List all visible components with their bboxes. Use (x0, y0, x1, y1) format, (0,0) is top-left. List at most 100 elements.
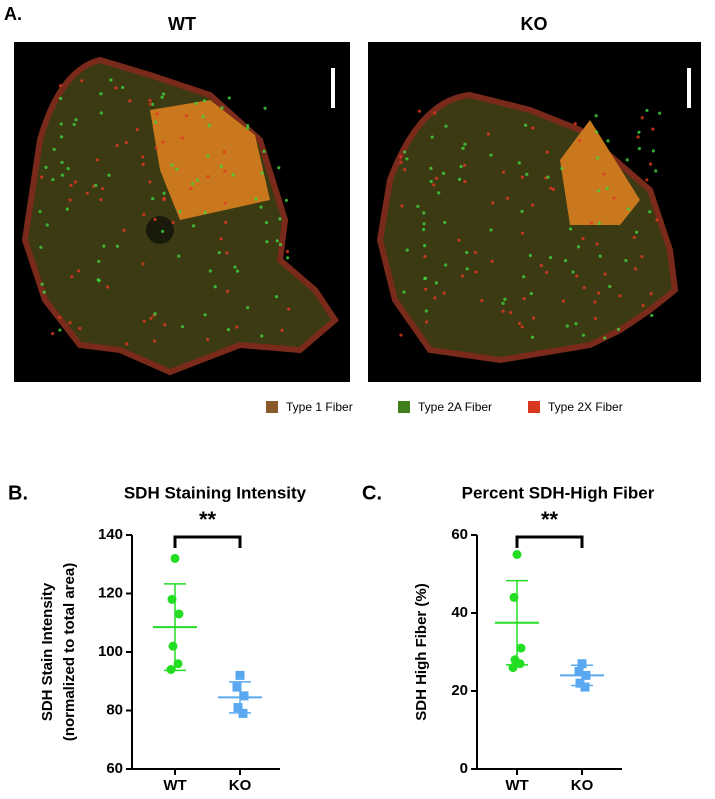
fiber-dot (457, 177, 462, 181)
fiber-dot (605, 186, 609, 191)
fiber-dot (416, 204, 420, 208)
fiber-dot (421, 227, 426, 232)
fiber-dot (423, 254, 427, 259)
fiber-dot (443, 220, 447, 225)
fiber-dot (581, 333, 586, 337)
fiber-dot (593, 316, 598, 321)
fiber-dot (460, 274, 465, 278)
fiber-dot (444, 124, 448, 128)
chart-title: SDH Staining Intensity (124, 483, 307, 502)
fiber-dot (616, 327, 621, 331)
fiber-dot (655, 218, 659, 222)
fiber-dot (128, 99, 132, 103)
fiber-dot (207, 123, 211, 128)
fiber-dot (501, 170, 506, 174)
fiber-dot (576, 245, 581, 249)
fiber-dot (51, 178, 55, 182)
fiber-dot (180, 136, 184, 140)
fiber-dot (424, 287, 428, 291)
fiber-dot (274, 295, 279, 299)
fiber-dot (637, 146, 641, 151)
significance-bracket (515, 535, 584, 548)
fiber-dot (280, 328, 284, 332)
fiber-dot (68, 321, 72, 325)
fiber-dot (153, 217, 157, 222)
fiber-dot (544, 270, 549, 274)
fiber-dot (260, 334, 264, 338)
fiber-dot (539, 263, 543, 268)
fiber-dot (578, 139, 582, 143)
fiber-dot (96, 278, 100, 282)
fiber-dot (490, 259, 494, 263)
fiber-dot (59, 96, 63, 101)
fiber-dot (422, 222, 426, 226)
fiber-dot (517, 321, 522, 326)
fiber-dot (44, 165, 48, 169)
fiber-dot (654, 169, 658, 173)
fiber-dot (153, 339, 157, 343)
data-point (575, 678, 585, 688)
fiber-dot (125, 342, 129, 346)
fiber-dot (649, 292, 653, 296)
y-tick-label: 20 (451, 682, 468, 699)
fiber-dot (58, 328, 62, 332)
fiber-dot (135, 128, 139, 132)
fiber-dot (641, 303, 645, 308)
fiber-dot (399, 160, 403, 164)
fiber-dot (530, 335, 535, 339)
fiber-dot (608, 284, 612, 289)
fiber-dot (560, 166, 564, 171)
fiber-dot (219, 237, 223, 241)
fiber-dot (624, 258, 628, 263)
data-point (166, 665, 176, 675)
fiber-dot (636, 135, 640, 139)
data-point (580, 682, 590, 692)
fiber-dot (520, 325, 524, 329)
fiber-dot (227, 96, 231, 100)
fiber-dot (202, 99, 206, 103)
fiber-dot (196, 178, 200, 182)
fiber-dot (509, 311, 513, 315)
fiber-dot (517, 161, 521, 165)
fiber-dot (417, 109, 421, 113)
fiber-dot (201, 115, 205, 119)
fiber-dot (99, 198, 103, 202)
fiber-dot (525, 172, 529, 176)
legend-swatch (528, 401, 540, 413)
fiber-dot (153, 312, 157, 316)
fiber-dot (80, 79, 84, 83)
fiber-dot (626, 207, 631, 211)
fiber-dot (506, 196, 510, 200)
fiber-dot (40, 175, 44, 179)
fiber-dot (480, 299, 484, 303)
fiber-dot (226, 328, 231, 332)
data-point (574, 667, 584, 676)
fiber-dot (596, 189, 601, 193)
image-title: KO (521, 14, 548, 34)
fiber-dot (171, 220, 175, 225)
fiber-dot (260, 171, 264, 175)
fiber-dot (219, 164, 223, 168)
fiber-dot (423, 243, 427, 248)
fiber-dot (503, 297, 507, 302)
fiber-dot (115, 244, 120, 248)
fiber-dot (463, 180, 467, 184)
fiber-dot (520, 175, 524, 179)
fiber-dot (491, 201, 495, 205)
fiber-dot (107, 173, 111, 177)
fiber-dot (235, 325, 239, 329)
fiber-dot (262, 149, 266, 154)
tissue-region (560, 120, 640, 225)
fiber-dot (530, 203, 535, 207)
fiber-dot (85, 191, 89, 195)
fiber-dot (99, 111, 103, 115)
x-tick-label: WT (505, 777, 528, 794)
fiber-dot (430, 135, 434, 139)
fiber-dot (59, 122, 63, 126)
fiber-dot (60, 173, 64, 177)
fiber-dot (637, 130, 641, 134)
fiber-dot (573, 122, 577, 126)
fiber-dot (593, 300, 597, 304)
y-tick-label: 60 (106, 760, 123, 777)
fiber-dot (633, 267, 638, 271)
